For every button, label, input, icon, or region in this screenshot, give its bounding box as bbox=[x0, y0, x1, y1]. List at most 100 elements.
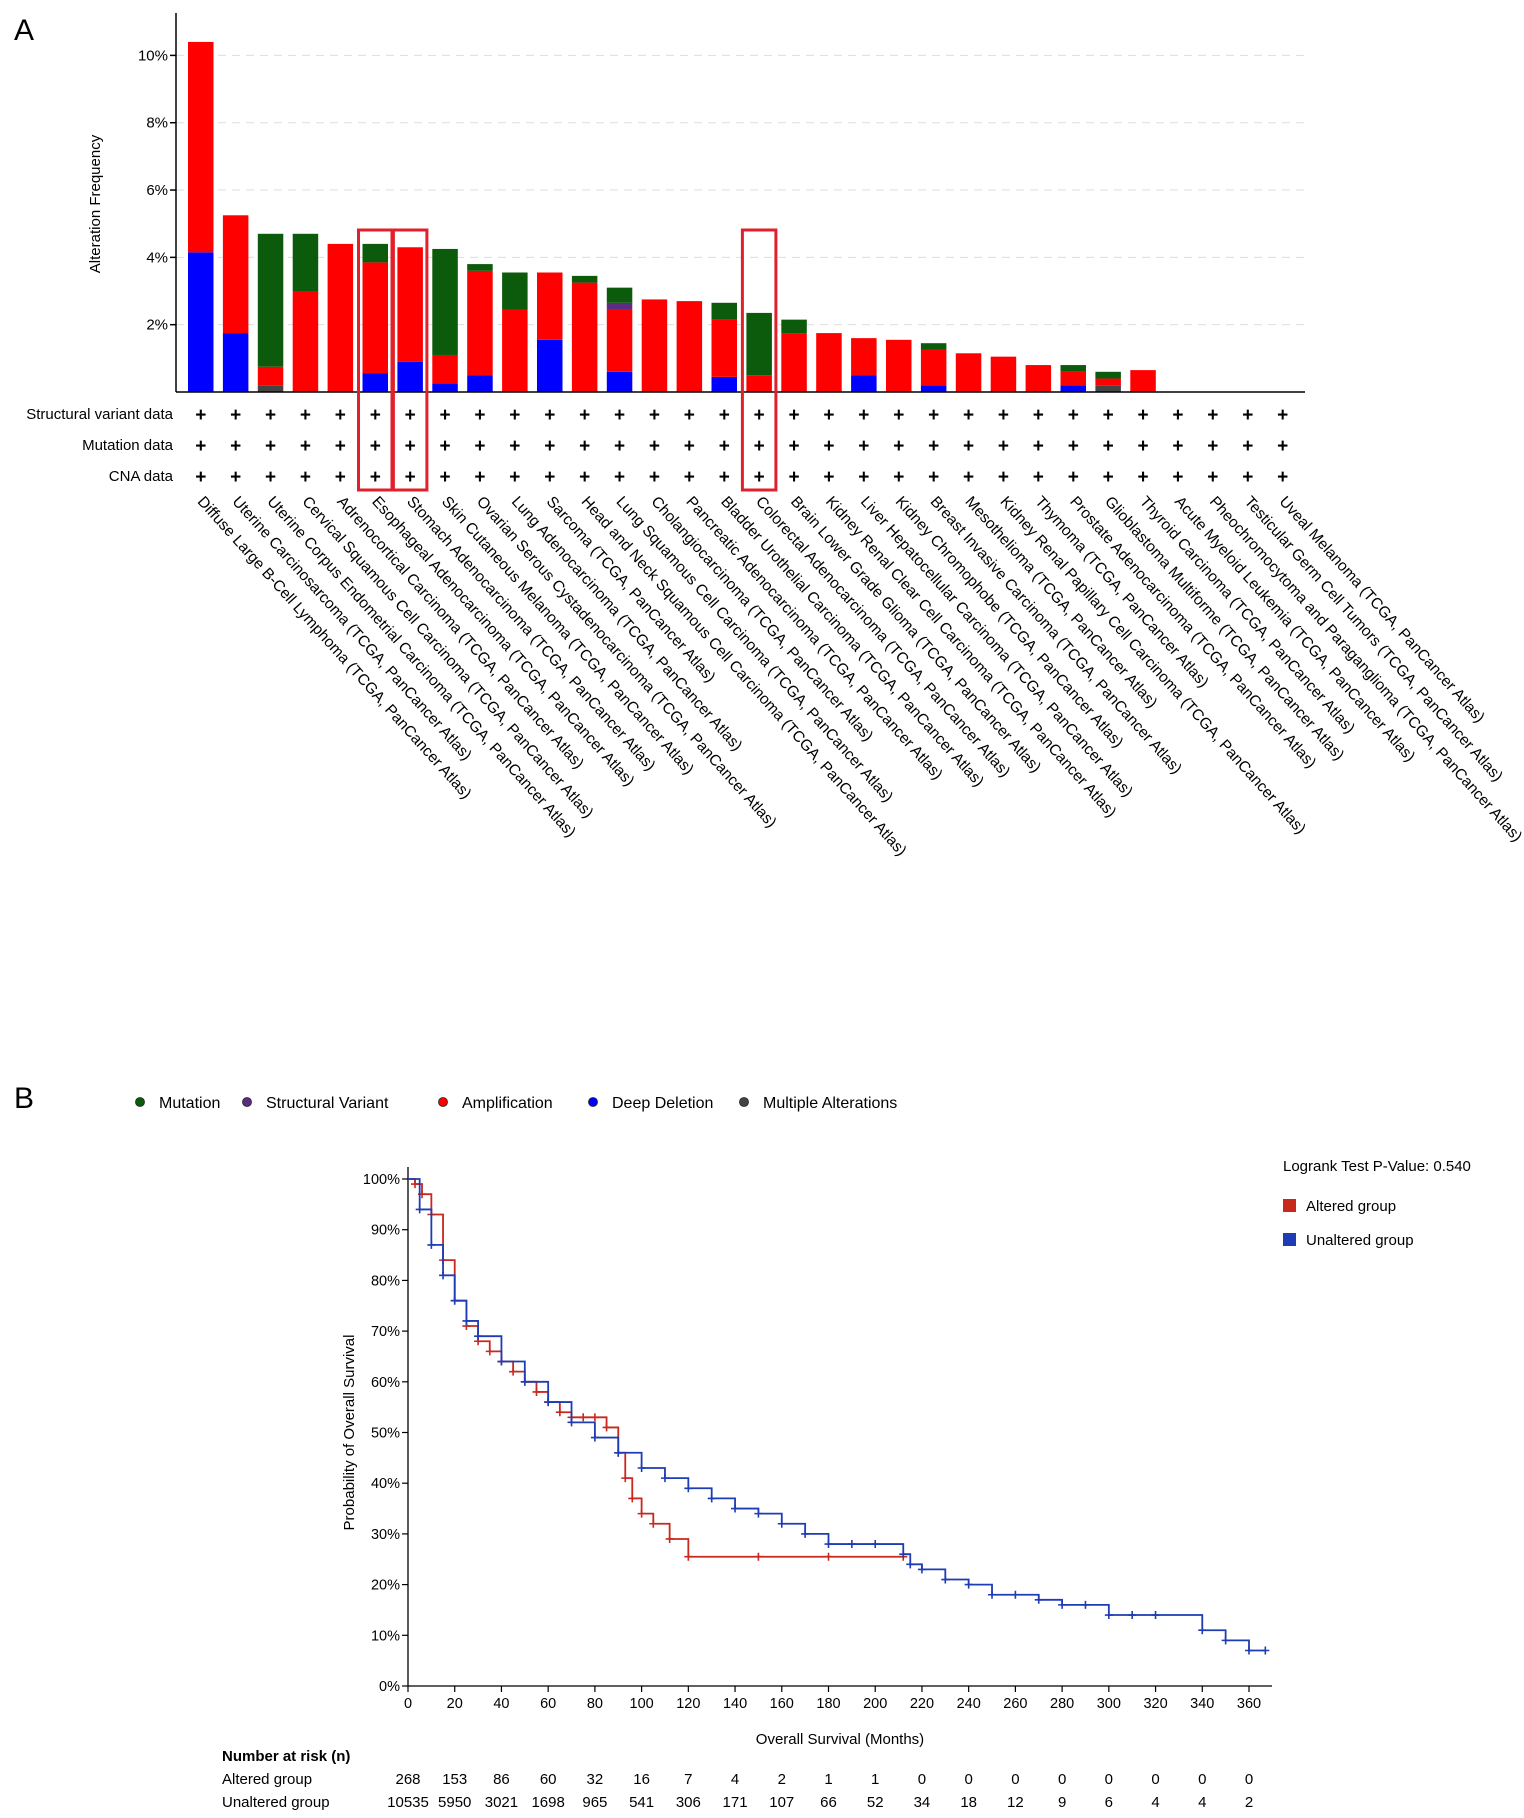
bar-segment-amplification bbox=[1095, 378, 1121, 386]
profile-marker: + bbox=[823, 436, 834, 457]
x-axis-label: Overall Survival (Months) bbox=[756, 1731, 924, 1748]
profile-marker: + bbox=[1277, 405, 1288, 426]
bar-segment-amplification bbox=[432, 354, 458, 384]
profile-marker: + bbox=[474, 467, 485, 488]
bar-segment-amplification bbox=[955, 353, 982, 392]
censor-mark bbox=[450, 1296, 459, 1305]
censor-mark bbox=[1058, 1600, 1067, 1609]
profile-marker: + bbox=[335, 467, 346, 488]
censor-mark bbox=[665, 1534, 674, 1543]
risk-value: 60 bbox=[540, 1771, 557, 1788]
censor-mark bbox=[579, 1413, 588, 1422]
censor-mark bbox=[474, 1332, 483, 1341]
censor-mark bbox=[707, 1494, 716, 1503]
risk-value: 0 bbox=[918, 1771, 926, 1788]
censor-mark bbox=[555, 1408, 564, 1417]
logrank-pvalue: Logrank Test P-Value: 0.540 bbox=[1283, 1158, 1471, 1175]
profile-marker: + bbox=[719, 467, 730, 488]
censor-mark bbox=[871, 1540, 880, 1549]
profile-marker: + bbox=[754, 405, 765, 426]
profile-marker: + bbox=[1137, 467, 1148, 488]
y-tick-label: 40% bbox=[371, 1476, 400, 1492]
profile-marker: + bbox=[963, 405, 974, 426]
risk-value: 4 bbox=[1151, 1794, 1159, 1811]
unaltered-survival-line bbox=[408, 1178, 1266, 1652]
legend-marker bbox=[242, 1097, 252, 1107]
risk-value: 9 bbox=[1058, 1794, 1066, 1811]
profile-marker: + bbox=[230, 467, 241, 488]
profile-marker: + bbox=[1277, 467, 1288, 488]
profile-marker: + bbox=[684, 467, 695, 488]
bar-segment-amplification bbox=[746, 375, 772, 392]
risk-value: 268 bbox=[395, 1771, 420, 1788]
censor-mark bbox=[988, 1590, 997, 1599]
bar-segment-mutation bbox=[920, 343, 947, 350]
bar-segment-amplification bbox=[1060, 371, 1086, 386]
profile-marker: + bbox=[509, 467, 520, 488]
censor-mark bbox=[1261, 1646, 1270, 1655]
risk-value: 0 bbox=[1058, 1771, 1066, 1788]
legend-label: Multiple Alterations bbox=[763, 1095, 897, 1112]
bar-segment-amplification bbox=[920, 349, 947, 386]
profile-marker: + bbox=[370, 467, 381, 488]
censor-mark bbox=[637, 1509, 646, 1518]
bar-segment-amplification bbox=[188, 41, 214, 253]
profile-marker: + bbox=[1033, 467, 1044, 488]
profile-marker: + bbox=[754, 467, 765, 488]
profile-marker: + bbox=[928, 405, 939, 426]
censor-mark bbox=[847, 1540, 856, 1549]
profile-marker: + bbox=[474, 436, 485, 457]
profile-marker: + bbox=[544, 405, 555, 426]
legend-marker bbox=[588, 1097, 598, 1107]
risk-value: 3021 bbox=[485, 1794, 518, 1811]
y-tick-label: 2% bbox=[146, 317, 168, 334]
bar-segment-amplification bbox=[781, 333, 807, 392]
bar-segment-amplification bbox=[886, 339, 912, 392]
profile-marker: + bbox=[370, 405, 381, 426]
censor-mark bbox=[777, 1519, 786, 1528]
profile-marker: + bbox=[684, 405, 695, 426]
profile-marker: + bbox=[998, 467, 1009, 488]
profile-marker: + bbox=[1103, 467, 1114, 488]
x-tick-label: 360 bbox=[1237, 1696, 1261, 1712]
bar-segment-mutation bbox=[1095, 371, 1121, 379]
x-tick-label: 60 bbox=[540, 1696, 556, 1712]
censor-mark bbox=[1081, 1600, 1090, 1609]
profile-marker: + bbox=[788, 467, 799, 488]
risk-value: 0 bbox=[1151, 1771, 1159, 1788]
profile-marker: + bbox=[614, 405, 625, 426]
risk-value: 10535 bbox=[387, 1794, 429, 1811]
y-tick-label: 70% bbox=[371, 1324, 400, 1340]
profile-marker: + bbox=[719, 405, 730, 426]
risk-row-label: Altered group bbox=[222, 1771, 312, 1788]
y-tick-label: 10% bbox=[371, 1628, 400, 1644]
censor-mark bbox=[941, 1575, 950, 1584]
y-tick-label: 100% bbox=[363, 1172, 400, 1188]
profile-marker: + bbox=[195, 467, 206, 488]
censor-mark bbox=[1034, 1595, 1043, 1604]
profile-marker: + bbox=[614, 467, 625, 488]
profile-marker: + bbox=[335, 405, 346, 426]
risk-value: 965 bbox=[582, 1794, 607, 1811]
y-tick-label: 20% bbox=[371, 1578, 400, 1594]
censor-mark bbox=[801, 1529, 810, 1538]
censor-mark bbox=[590, 1433, 599, 1442]
x-tick-label: 340 bbox=[1190, 1696, 1214, 1712]
profile-marker: + bbox=[1103, 436, 1114, 457]
bar-segment-mutation bbox=[711, 302, 737, 320]
profile-marker: + bbox=[998, 405, 1009, 426]
risk-value: 18 bbox=[960, 1794, 977, 1811]
bar-segment-mutation bbox=[1060, 365, 1086, 372]
profile-marker: + bbox=[893, 405, 904, 426]
bar-segment-amplification bbox=[641, 299, 668, 392]
bar-segment-amplification bbox=[292, 291, 319, 392]
profile-marker: + bbox=[579, 436, 590, 457]
survival-chart: 0%10%20%30%40%50%60%70%80%90%100%0 20 40 60… bbox=[222, 1158, 1471, 1811]
profile-marker: + bbox=[823, 467, 834, 488]
profile-marker: + bbox=[544, 467, 555, 488]
bar-segment-deep-deletion bbox=[920, 385, 947, 392]
censor-mark bbox=[628, 1494, 637, 1503]
profile-marker: + bbox=[1207, 436, 1218, 457]
x-tick-label: 220 bbox=[910, 1696, 934, 1712]
x-tick-label: 180 bbox=[816, 1696, 840, 1712]
